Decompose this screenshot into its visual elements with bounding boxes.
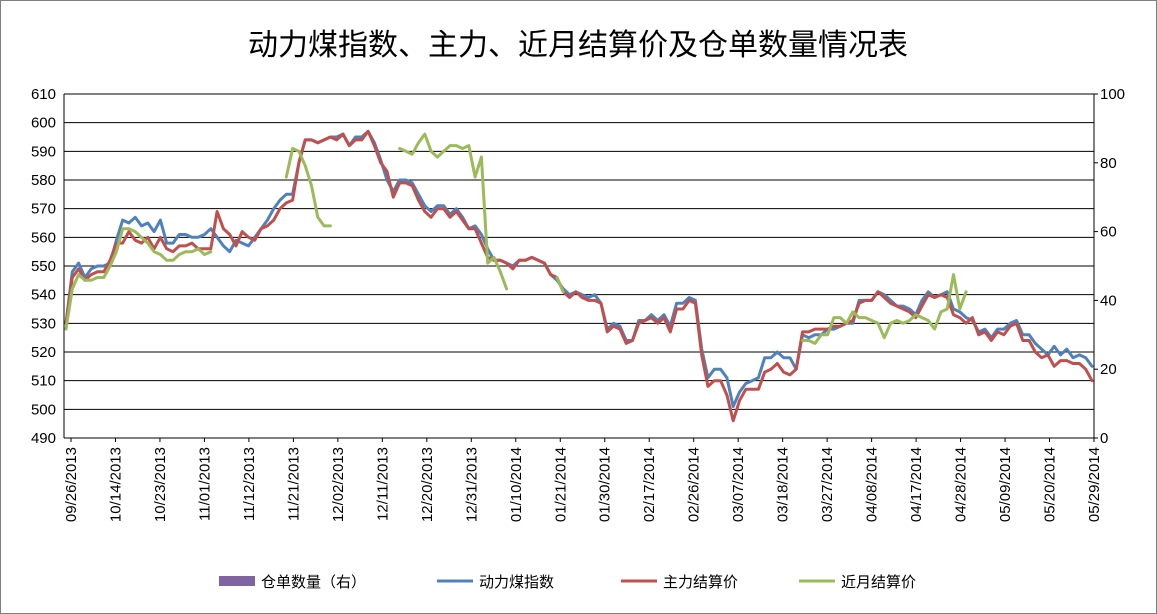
x-tick-label: 04/28/2014 — [953, 447, 970, 522]
series-line-index — [64, 129, 1094, 408]
x-tick-label: 05/20/2014 — [1042, 447, 1059, 522]
chart-title: 动力煤指数、主力、近月结算价及仓单数量情况表 — [248, 28, 908, 63]
x-tick-label: 01/21/2014 — [552, 447, 569, 522]
y-left-tick-label: 550 — [31, 258, 56, 275]
y-right-tick-label: 100 — [1100, 86, 1125, 103]
y-right-tick-label: 80 — [1100, 155, 1117, 172]
y-right-tick-label: 0 — [1100, 430, 1108, 447]
x-tick-label: 12/20/2013 — [419, 447, 436, 522]
series-line-main — [64, 129, 1094, 423]
y-left-tick-label: 610 — [31, 86, 56, 103]
x-tick-label: 11/12/2013 — [241, 447, 258, 521]
x-tick-label: 12/11/2013 — [374, 447, 391, 521]
series-line-near — [64, 132, 968, 345]
x-tick-label: 02/26/2014 — [686, 447, 703, 522]
legend-label-main: 主力结算价 — [663, 573, 738, 591]
x-tick-label: 04/17/2014 — [908, 447, 925, 522]
y-right-tick-label: 60 — [1100, 224, 1117, 241]
x-tick-label: 11/01/2013 — [196, 447, 213, 521]
x-tick-label: 10/14/2013 — [107, 447, 124, 522]
x-tick-label: 01/10/2014 — [508, 447, 525, 522]
y-left-tick-label: 570 — [31, 201, 56, 218]
x-tick-label: 10/23/2013 — [152, 447, 169, 522]
x-tick-label: 04/08/2014 — [864, 447, 881, 522]
y-right-tick-label: 20 — [1100, 361, 1117, 378]
x-tick-label: 01/30/2014 — [597, 447, 614, 522]
y-left-tick-label: 600 — [31, 115, 56, 132]
legend-swatch-warehouse — [219, 576, 255, 586]
legend-label-warehouse: 仓单数量（右） — [261, 573, 366, 591]
legend-label-near: 近月结算价 — [841, 573, 916, 591]
y-left-tick-label: 500 — [31, 401, 56, 418]
y-left-tick-label: 540 — [31, 287, 56, 304]
x-tick-label: 02/17/2014 — [641, 447, 658, 522]
y-left-tick-label: 560 — [31, 229, 56, 246]
legend-label-index: 动力煤指数 — [479, 573, 554, 591]
x-tick-label: 03/18/2014 — [775, 447, 792, 522]
x-tick-label: 09/26/2013 — [63, 447, 80, 522]
x-tick-label: 12/31/2013 — [463, 447, 480, 522]
y-left-tick-label: 490 — [31, 430, 56, 447]
y-left-tick-label: 520 — [31, 344, 56, 361]
x-tick-label: 12/02/2013 — [330, 447, 347, 522]
chart-legend: 仓单数量（右） 动力煤指数 主力结算价 近月结算价 — [219, 573, 916, 591]
y-left-tick-label: 590 — [31, 143, 56, 160]
x-tick-label: 05/09/2014 — [997, 447, 1014, 522]
y-left-tick-label: 580 — [31, 172, 56, 189]
x-tick-label: 03/27/2014 — [819, 447, 836, 522]
y-left-tick-label: 510 — [31, 373, 56, 390]
y-left-tick-label: 530 — [31, 315, 56, 332]
x-tick-label: 03/07/2014 — [730, 447, 747, 522]
x-tick-label: 11/21/2013 — [285, 447, 302, 521]
y-right-tick-label: 40 — [1100, 292, 1117, 309]
x-tick-label: 05/29/2014 — [1086, 447, 1103, 522]
